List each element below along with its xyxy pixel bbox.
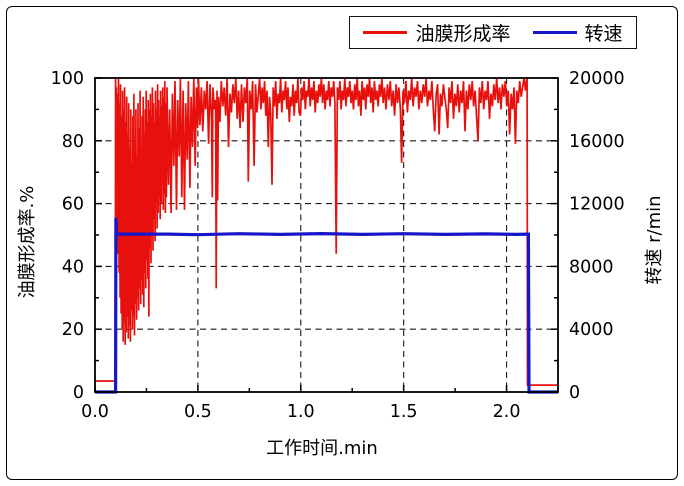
- x-tick-label: 0.5: [184, 402, 212, 422]
- y-right-tick-label: 12000: [569, 195, 625, 215]
- x-tick-label: 0.0: [81, 402, 109, 422]
- legend-line-speed: [532, 31, 577, 34]
- y-left-tick-label: 40: [62, 257, 84, 277]
- legend-label-speed: 转速: [584, 23, 623, 45]
- x-tick-label: 1.5: [390, 402, 418, 422]
- x-axis-title: 工作时间.min: [266, 438, 378, 459]
- y-right-tick-label: 20000: [569, 69, 625, 89]
- right-axis-title: 转速 r/min: [644, 195, 665, 285]
- y-left-tick-label: 0: [73, 383, 84, 403]
- legend-label-oil-film: 油膜形成率: [415, 23, 511, 45]
- y-left-tick-label: 100: [51, 69, 84, 89]
- y-right-tick-label: 0: [569, 383, 580, 403]
- series-line-speed: [95, 217, 558, 394]
- y-left-tick-label: 20: [62, 320, 84, 340]
- left-axis-title: 油膜形成率.%: [17, 185, 38, 299]
- x-tick-label: 2.0: [493, 402, 521, 422]
- series-line-oil-film: [95, 77, 558, 386]
- y-right-tick-label: 4000: [569, 320, 614, 340]
- y-left-tick-label: 60: [62, 195, 84, 215]
- y-right-tick-label: 8000: [569, 257, 614, 277]
- y-left-tick-label: 80: [62, 132, 84, 152]
- y-right-tick-label: 16000: [569, 132, 625, 152]
- legend: 油膜形成率 转速: [349, 16, 637, 49]
- legend-line-oil-film: [363, 31, 408, 34]
- x-tick-label: 1.0: [287, 402, 315, 422]
